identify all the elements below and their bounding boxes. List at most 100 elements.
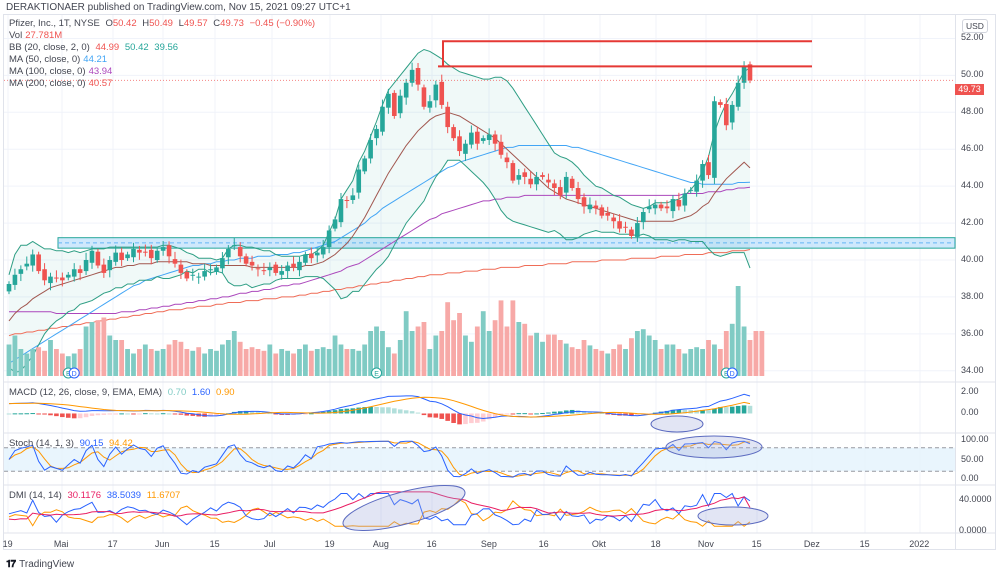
candle-body bbox=[160, 247, 166, 251]
candle bbox=[143, 244, 148, 257]
stoch-label: Stoch (14, 1, 3) bbox=[9, 438, 74, 449]
volume-bar bbox=[95, 320, 101, 376]
candle-body bbox=[741, 66, 747, 83]
volume-bar bbox=[350, 349, 356, 376]
volume-bar bbox=[712, 344, 717, 376]
volume-bar bbox=[42, 350, 47, 376]
candle-body bbox=[397, 95, 403, 114]
svg-text:E: E bbox=[66, 371, 71, 378]
candle bbox=[646, 199, 652, 214]
macd-histogram-bar bbox=[214, 413, 219, 417]
volume-bar bbox=[652, 340, 658, 376]
candle-body bbox=[89, 250, 95, 263]
volume-bar bbox=[534, 332, 539, 376]
macd-histogram-bar bbox=[581, 411, 587, 414]
candle-body bbox=[83, 260, 89, 272]
volume-bar bbox=[605, 353, 611, 376]
candle bbox=[261, 262, 267, 275]
macd-histogram-bar bbox=[380, 407, 385, 414]
volume-bar bbox=[243, 349, 249, 376]
candle bbox=[77, 265, 83, 281]
candle bbox=[676, 192, 682, 211]
candle bbox=[421, 84, 427, 110]
macd-histogram-bar bbox=[65, 413, 71, 418]
bb-upper-value: 50.42 bbox=[124, 42, 149, 53]
macd-histogram-bar bbox=[700, 409, 705, 414]
candle bbox=[486, 128, 492, 145]
candle bbox=[457, 130, 462, 157]
candle-body bbox=[95, 251, 101, 266]
macd-histogram-bar bbox=[546, 412, 551, 414]
dmi-plus-value: 38.5039 bbox=[106, 490, 142, 501]
macd-histogram-bar bbox=[421, 413, 427, 416]
bb-label: BB (20, close, 2, 0) bbox=[9, 42, 90, 53]
ma50-value: 44.21 bbox=[83, 54, 108, 65]
candle-body bbox=[617, 221, 622, 229]
volume-bar bbox=[59, 353, 65, 376]
candle-body bbox=[243, 256, 249, 264]
candle bbox=[231, 238, 237, 251]
candle-body bbox=[309, 253, 314, 259]
candle-body bbox=[676, 200, 682, 207]
macd-histogram-bar bbox=[480, 413, 486, 422]
candle-body bbox=[273, 264, 279, 273]
candle-body bbox=[558, 187, 563, 196]
currency-button[interactable]: USD bbox=[962, 19, 988, 33]
candle bbox=[735, 75, 741, 111]
macd-histogram-bar bbox=[694, 410, 699, 414]
candle bbox=[101, 258, 107, 278]
candle-body bbox=[528, 178, 533, 185]
macd-histogram-bar bbox=[184, 413, 190, 416]
candle bbox=[160, 240, 166, 256]
svg-text:E: E bbox=[374, 371, 379, 378]
candle-body bbox=[700, 164, 705, 181]
candle-body bbox=[226, 248, 231, 258]
price-tick-label: 34.00 bbox=[961, 364, 984, 375]
macd-histogram-bar bbox=[119, 413, 124, 415]
candle bbox=[617, 214, 622, 233]
candle-body bbox=[12, 274, 18, 285]
volume-value: 27.781M bbox=[25, 30, 63, 41]
candle bbox=[107, 256, 113, 278]
macd-histogram-bar bbox=[101, 413, 107, 415]
candle-body bbox=[166, 245, 172, 257]
volume-bar bbox=[433, 335, 439, 376]
macd-histogram-bar bbox=[131, 413, 136, 415]
volume-bar bbox=[172, 340, 178, 376]
volume-bar bbox=[48, 340, 53, 376]
macd-histogram-bar bbox=[160, 413, 166, 415]
volume-bar bbox=[391, 353, 397, 376]
price-tick-label: 42.00 bbox=[961, 217, 984, 228]
candle bbox=[314, 248, 320, 263]
macd-histogram-bar bbox=[255, 411, 261, 414]
footer-brand: 𝟏𝟕 TradingView bbox=[6, 559, 74, 570]
macd-histogram-bar bbox=[190, 413, 196, 416]
candle-body bbox=[516, 175, 522, 180]
volume-bar bbox=[166, 344, 172, 376]
macd-histogram-bar bbox=[137, 413, 142, 415]
candle bbox=[208, 264, 213, 276]
ma200-legend: MA (200, close, 0) 40.57 bbox=[9, 78, 115, 89]
candle bbox=[593, 200, 599, 215]
macd-highlight-ellipse bbox=[650, 415, 704, 433]
earnings-icon: E bbox=[371, 367, 383, 379]
macd-histogram-bar bbox=[95, 413, 101, 416]
candle bbox=[712, 96, 717, 184]
candle-body bbox=[332, 219, 338, 229]
candle bbox=[137, 245, 142, 260]
candle-body bbox=[231, 245, 237, 247]
candle-body bbox=[148, 249, 154, 259]
candle bbox=[688, 187, 694, 194]
candle-body bbox=[65, 274, 71, 278]
candle bbox=[172, 251, 178, 268]
candle bbox=[581, 193, 587, 214]
macd-histogram-bar bbox=[433, 413, 439, 418]
macd-histogram-bar bbox=[267, 413, 273, 415]
stoch-d-value: 94.42 bbox=[109, 438, 133, 449]
last-price-label: 49.73 bbox=[955, 84, 984, 95]
candle-body bbox=[172, 259, 178, 264]
candle bbox=[178, 259, 184, 280]
volume-bar bbox=[599, 350, 605, 376]
candle bbox=[480, 135, 486, 144]
